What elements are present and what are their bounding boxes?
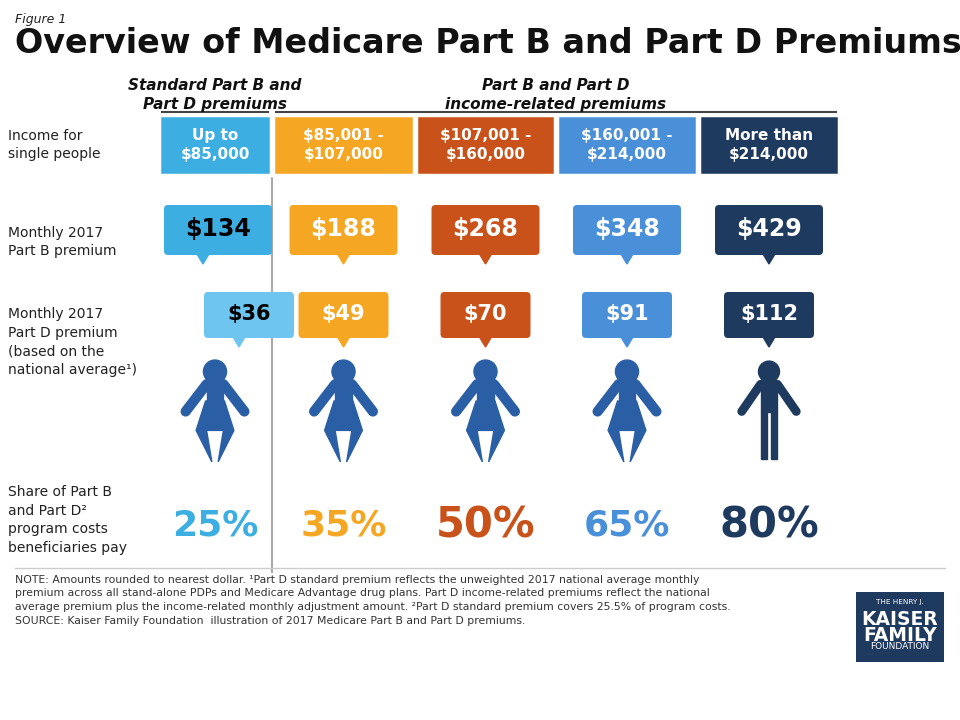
Text: $112: $112	[740, 304, 798, 324]
Polygon shape	[206, 378, 224, 401]
Text: THE HENRY J.: THE HENRY J.	[876, 599, 924, 605]
Text: FOUNDATION: FOUNDATION	[871, 642, 929, 651]
FancyBboxPatch shape	[164, 205, 272, 255]
Polygon shape	[760, 249, 778, 264]
Polygon shape	[196, 431, 212, 462]
Text: $134: $134	[185, 217, 251, 241]
Text: $91: $91	[605, 304, 649, 324]
Polygon shape	[760, 380, 778, 412]
FancyBboxPatch shape	[299, 292, 389, 338]
FancyBboxPatch shape	[290, 205, 397, 255]
Polygon shape	[347, 431, 362, 462]
Polygon shape	[618, 378, 636, 401]
FancyBboxPatch shape	[582, 292, 672, 338]
Text: KAISER: KAISER	[862, 610, 938, 629]
Circle shape	[204, 360, 227, 383]
Polygon shape	[476, 332, 494, 347]
Polygon shape	[218, 431, 234, 462]
Polygon shape	[477, 378, 493, 401]
Text: Monthly 2017
Part D premium
(based on the
national average¹): Monthly 2017 Part D premium (based on th…	[8, 307, 137, 377]
Text: FAMILY: FAMILY	[863, 626, 937, 645]
Polygon shape	[608, 401, 646, 431]
Polygon shape	[489, 431, 504, 462]
FancyBboxPatch shape	[431, 205, 540, 255]
Text: 25%: 25%	[172, 508, 258, 542]
Polygon shape	[324, 431, 341, 462]
FancyBboxPatch shape	[724, 292, 814, 338]
Polygon shape	[630, 431, 646, 462]
Polygon shape	[467, 401, 504, 431]
Text: Overview of Medicare Part B and Part D Premiums in 2017: Overview of Medicare Part B and Part D P…	[15, 27, 960, 60]
Text: 35%: 35%	[300, 508, 387, 542]
Text: $268: $268	[452, 217, 518, 241]
Text: Standard Part B and
Part D premiums: Standard Part B and Part D premiums	[129, 78, 301, 112]
Text: SOURCE: Kaiser Family Foundation  illustration of 2017 Medicare Part B and Part : SOURCE: Kaiser Family Foundation illustr…	[15, 616, 525, 626]
Polygon shape	[196, 401, 234, 431]
Polygon shape	[771, 412, 778, 459]
Text: $36: $36	[228, 304, 271, 324]
Text: More than
$214,000: More than $214,000	[725, 128, 813, 162]
Circle shape	[332, 360, 355, 383]
Polygon shape	[476, 249, 494, 264]
Bar	[557, 115, 697, 175]
Text: NOTE: Amounts rounded to nearest dollar. ¹Part D standard premium reflects the u: NOTE: Amounts rounded to nearest dollar.…	[15, 575, 700, 585]
Text: 50%: 50%	[436, 504, 536, 546]
Polygon shape	[334, 332, 352, 347]
Text: 65%: 65%	[584, 508, 670, 542]
FancyBboxPatch shape	[715, 205, 823, 255]
Text: Monthly 2017
Part B premium: Monthly 2017 Part B premium	[8, 226, 116, 258]
Polygon shape	[335, 378, 352, 401]
FancyBboxPatch shape	[441, 292, 531, 338]
Polygon shape	[230, 332, 248, 347]
Text: average premium plus the income-related monthly adjustment amount. ²Part D stand: average premium plus the income-related …	[15, 602, 731, 612]
Polygon shape	[618, 249, 636, 264]
Bar	[856, 592, 944, 662]
Text: $70: $70	[464, 304, 507, 324]
Text: $348: $348	[594, 217, 660, 241]
Text: 80%: 80%	[719, 504, 819, 546]
Bar	[273, 115, 414, 175]
Bar	[416, 115, 555, 175]
Circle shape	[474, 360, 497, 383]
Polygon shape	[760, 332, 778, 347]
Circle shape	[615, 360, 638, 383]
Polygon shape	[334, 249, 352, 264]
Text: Figure 1: Figure 1	[15, 13, 66, 26]
Polygon shape	[324, 401, 362, 431]
Text: Share of Part B
and Part D²
program costs
beneficiaries pay: Share of Part B and Part D² program cost…	[8, 485, 127, 554]
Text: Income for
single people: Income for single people	[8, 129, 101, 161]
Polygon shape	[467, 431, 482, 462]
FancyBboxPatch shape	[204, 292, 294, 338]
Text: Part B and Part D
income-related premiums: Part B and Part D income-related premium…	[445, 78, 666, 112]
FancyBboxPatch shape	[573, 205, 681, 255]
Text: $429: $429	[736, 217, 802, 241]
Polygon shape	[618, 332, 636, 347]
Text: $85,001 -
$107,000: $85,001 - $107,000	[303, 128, 384, 162]
Polygon shape	[760, 412, 767, 459]
Text: $49: $49	[322, 304, 366, 324]
Text: $160,001 -
$214,000: $160,001 - $214,000	[581, 128, 673, 162]
Text: premium across all stand-alone PDPs and Medicare Advantage drug plans. Part D in: premium across all stand-alone PDPs and …	[15, 588, 709, 598]
Text: $188: $188	[311, 217, 376, 241]
Bar	[159, 115, 271, 175]
Text: Up to
$85,000: Up to $85,000	[180, 128, 250, 162]
Bar	[699, 115, 839, 175]
Polygon shape	[194, 249, 212, 264]
Polygon shape	[608, 431, 624, 462]
Circle shape	[758, 361, 780, 382]
Text: $107,001 -
$160,000: $107,001 - $160,000	[440, 128, 531, 162]
